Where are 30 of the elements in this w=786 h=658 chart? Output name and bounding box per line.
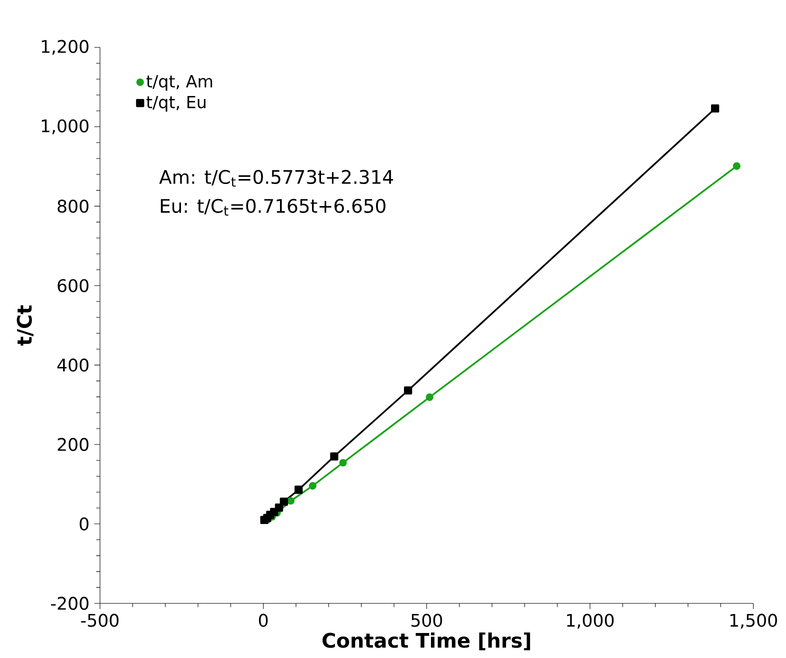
point (308, 482, 316, 490)
point (330, 452, 338, 460)
point (280, 498, 288, 506)
point (426, 393, 434, 402)
y-tick-label: 1,200 (42, 40, 88, 55)
point (711, 104, 720, 113)
point (294, 486, 303, 494)
x-tick-label: 1,500 (730, 614, 777, 629)
y-tick-label: -200 (51, 596, 88, 610)
x-axis-title: Contact Time [hrs] (322, 632, 530, 650)
x-tick-label: 500 (411, 614, 442, 627)
x-tick-label: 1,000 (567, 614, 614, 629)
y-axis-title: t/Ct (16, 305, 34, 346)
legend-label: t/qt, Am (146, 75, 212, 91)
point (404, 386, 412, 395)
annotation: Am: t/C$_{t}$=0.5773t+2.314 (159, 170, 393, 187)
point (732, 162, 740, 170)
y-tick-label: 800 (58, 200, 88, 213)
annotation: Eu: t/C$_{t}$=0.7165t+6.650 (160, 198, 386, 216)
y-tick-label: 0 (80, 517, 88, 530)
point (274, 504, 284, 512)
y-tick-label: 600 (58, 279, 88, 292)
y-tick-label: 1,000 (42, 119, 88, 134)
point (286, 497, 295, 505)
x-tick-label: 0 (258, 614, 268, 627)
point (339, 458, 347, 467)
y-tick-label: 200 (58, 438, 88, 452)
x-tick-label: -500 (81, 614, 119, 627)
y-tick-label: 400 (57, 358, 88, 372)
legend-label: t/qt, Eu (146, 96, 206, 112)
